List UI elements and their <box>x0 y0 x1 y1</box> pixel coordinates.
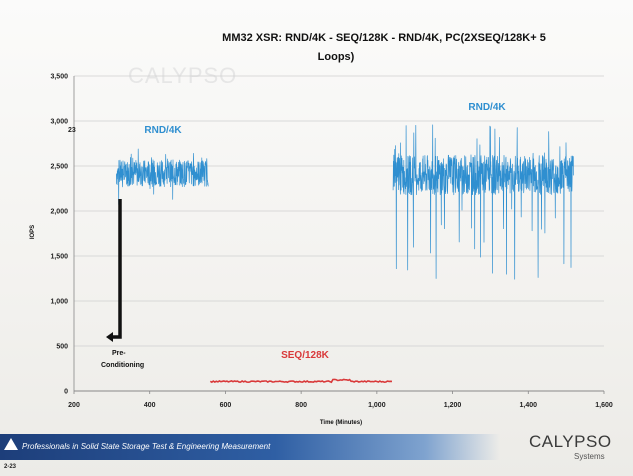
x-tick-label: 1,600 <box>595 402 613 409</box>
y-tick-label: 0 <box>64 389 68 396</box>
y-axis-label: IOPS <box>30 225 36 239</box>
y-tick-label: 1,500 <box>50 254 68 261</box>
x-tick-label: 400 <box>144 402 156 409</box>
annotation-precond-line1: Pre- <box>112 350 126 357</box>
preconditioning-arrowhead <box>106 332 113 342</box>
y-tick-label: 2,000 <box>50 209 68 216</box>
x-tick-label: 800 <box>295 402 307 409</box>
page-number: 2-23 <box>4 464 17 470</box>
footer-logo-mark-icon <box>4 438 18 450</box>
y-tick-label: 1,000 <box>50 299 68 306</box>
series-line-rnd4k-second <box>392 124 575 280</box>
chart-title-line2: Loops) <box>318 51 355 63</box>
axes: 0 500 1,000 1,500 2,000 2,500 3,000 3,500 200 400… <box>50 74 612 410</box>
x-tick-label: 1,200 <box>444 402 462 409</box>
footer-tagline: Professionals in Solid State Storage Tes… <box>22 442 271 451</box>
series-line-seq128k <box>209 378 393 384</box>
x-tick-label: 1,000 <box>368 402 386 409</box>
y-tick-label: 500 <box>56 344 68 351</box>
chart-title-line1: MM32 XSR: RND/4K - SEQ/128K - RND/4K, PC… <box>222 32 546 44</box>
annotation-precond-line2: Conditioning <box>101 362 144 369</box>
series-lines <box>116 124 575 384</box>
calypso-logo-subtitle: Systems <box>574 452 605 461</box>
preconditioning-arrow <box>110 199 122 339</box>
gridlines <box>74 75 604 392</box>
annotation-seq: SEQ/128K <box>281 350 330 361</box>
x-tick-label: 600 <box>220 402 232 409</box>
x-axis-label: Time (Minutes) <box>320 420 362 426</box>
annotation-rnd-right: RND/4K <box>468 102 506 113</box>
x-tick-label: 200 <box>68 402 80 409</box>
y-tick-label: 3,500 <box>50 74 68 81</box>
series-line-rnd4k-first <box>116 148 209 205</box>
x-tick-label: 1,400 <box>520 402 538 409</box>
calypso-logo: CALYPSO <box>529 432 612 451</box>
watermark-logo: CALYPSO <box>128 63 237 88</box>
y-tick-label: 3,000 <box>50 119 68 126</box>
annotation-rnd-left: RND/4K <box>144 125 182 136</box>
annotation-left-note: 23 <box>68 127 76 134</box>
footer-band <box>0 434 500 460</box>
y-tick-label: 2,500 <box>50 164 68 171</box>
